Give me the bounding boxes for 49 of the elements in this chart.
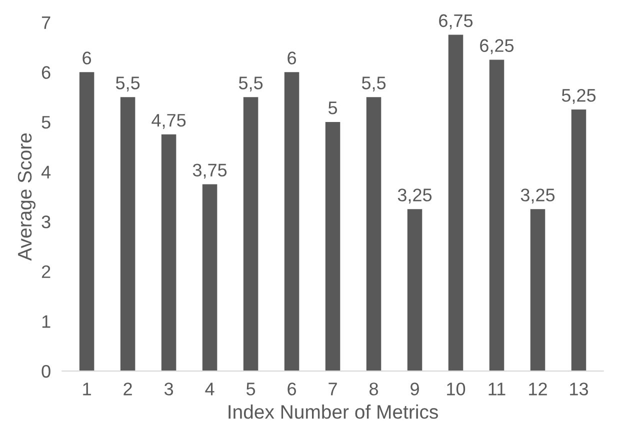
y-tick-label: 1 — [42, 315, 50, 328]
x-tick-label: 3 — [164, 382, 174, 396]
data-label: 3,75 — [192, 164, 227, 179]
x-tick-label: 5 — [246, 382, 256, 396]
data-label: 5,5 — [238, 76, 263, 92]
x-tick-label: 6 — [288, 382, 296, 396]
bar — [161, 134, 176, 372]
y-tick-label: 0 — [42, 364, 50, 378]
bar — [489, 60, 504, 372]
data-label: 3,25 — [398, 188, 432, 204]
data-label: 5,25 — [562, 88, 596, 104]
bar — [448, 34, 464, 372]
data-label: 3,25 — [520, 188, 555, 204]
x-tick-label: 2 — [124, 382, 132, 396]
x-tick-label: 7 — [328, 382, 337, 396]
bar — [284, 72, 300, 372]
bar — [407, 209, 422, 372]
y-tick-label: 7 — [42, 16, 50, 29]
bar — [202, 184, 218, 372]
data-label: 6,25 — [480, 39, 514, 54]
x-tick-label: 9 — [410, 382, 419, 396]
bar — [243, 97, 258, 372]
data-label: 6,75 — [439, 14, 473, 30]
bar — [120, 97, 136, 372]
y-tick-label: 5 — [42, 116, 50, 129]
data-label: 5,5 — [362, 76, 386, 92]
x-tick-label: 8 — [370, 382, 378, 396]
x-axis-title: Index Number of Metrics — [228, 404, 438, 419]
data-label: 6 — [288, 52, 296, 64]
x-tick-label: 11 — [488, 382, 506, 396]
data-label: 6 — [82, 52, 92, 64]
data-label: 4,75 — [152, 114, 186, 129]
y-tick-label: 6 — [42, 66, 50, 79]
y-tick-label: 2 — [42, 265, 50, 278]
y-axis-title: Average Score — [18, 133, 36, 261]
x-tick-label: 4 — [205, 382, 214, 396]
x-tick-label: 12 — [529, 382, 547, 396]
x-tick-label: 10 — [447, 382, 466, 396]
bar — [571, 110, 586, 372]
bar — [530, 209, 546, 372]
data-label: 5,5 — [116, 76, 140, 92]
y-tick-label: 3 — [42, 216, 50, 228]
bar — [366, 97, 382, 372]
bar — [79, 72, 94, 372]
y-tick-label: 4 — [41, 166, 51, 178]
data-label: 5 — [328, 102, 338, 114]
bar — [325, 122, 340, 372]
x-tick-label: 1 — [83, 382, 91, 396]
x-tick-label: 13 — [570, 382, 588, 396]
